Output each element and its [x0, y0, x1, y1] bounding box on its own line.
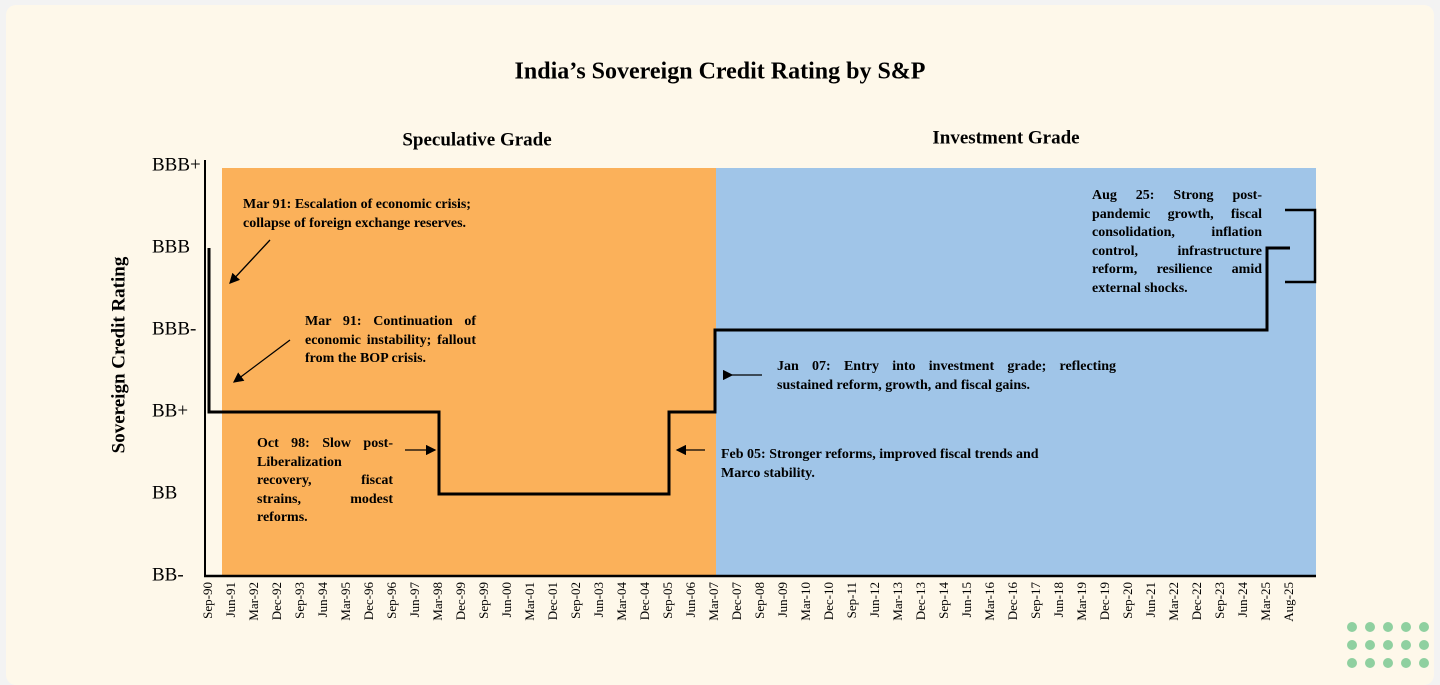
annotation: Jan 07: Entry into investment grade; ref…	[777, 359, 1116, 393]
rating-line	[207, 246, 1290, 496]
x-tick-label: Dec-07	[729, 582, 744, 621]
x-tick-label: Dec-04	[637, 582, 652, 621]
x-tick-label: Sep-02	[568, 582, 583, 619]
annotation: Mar 91: Escalation of economic crisis; c…	[243, 197, 471, 231]
x-tick-label: Dec-96	[361, 582, 376, 621]
x-tick-label: Jun-97	[407, 582, 422, 618]
x-tick-label: Sep-14	[936, 582, 951, 619]
region-label: Speculative Grade	[402, 129, 551, 150]
x-tick-label: Mar-98	[430, 582, 445, 621]
annotation: Feb 05: Stronger reforms, improved fisca…	[721, 447, 1039, 481]
speculative-region	[222, 168, 716, 576]
annotation: Mar 91: Continuation of economic instabi…	[305, 314, 476, 366]
x-tick-label: Sep-96	[384, 582, 399, 619]
y-tick-label: BB+	[152, 400, 188, 421]
x-tick-label: Dec-19	[1097, 582, 1112, 620]
x-tick-label: Sep-20	[1120, 582, 1135, 619]
annotation: Oct 98: Slow post-Liberalization recover…	[257, 436, 393, 525]
x-tick-label: Sep-11	[844, 582, 859, 618]
x-tick-label: Mar-22	[1166, 582, 1181, 621]
x-tick-label: Mar-04	[614, 582, 629, 621]
x-tick-label: Dec-10	[821, 582, 836, 620]
x-tick-label: Mar-10	[798, 582, 813, 621]
x-tick-label: Jun-12	[867, 582, 882, 617]
x-tick-label: Sep-08	[752, 582, 767, 619]
x-tick-label: Sep-99	[476, 582, 491, 619]
x-tick-label: Jun-91	[223, 582, 238, 617]
arrow	[229, 239, 271, 284]
dots-decoration	[1347, 622, 1429, 668]
x-tick-label: Mar-25	[1258, 582, 1273, 621]
x-tick-label: Dec-99	[453, 582, 468, 620]
x-tick-label: Sep-90	[200, 582, 215, 619]
x-tick-label: Jun-21	[1143, 582, 1158, 617]
x-tick-label: Jun-00	[499, 582, 514, 617]
y-tick-label: BB-	[152, 564, 184, 585]
x-tick-label: Mar-19	[1074, 582, 1089, 621]
x-tick-label: Sep-17	[1028, 582, 1043, 619]
x-tick-label: Sep-23	[1212, 582, 1227, 619]
x-tick-label: Dec-16	[1005, 582, 1020, 621]
x-tick-label: Dec-92	[269, 582, 284, 620]
x-tick-label: Jun-03	[591, 582, 606, 617]
x-tick-label: Mar-16	[982, 582, 997, 621]
y-tick-label: BBB-	[152, 318, 196, 339]
x-tick-label: Jun-18	[1051, 582, 1066, 617]
x-tick-label: Jun-24	[1235, 582, 1250, 618]
bracket	[1285, 208, 1317, 284]
x-tick-label: Dec-13	[913, 582, 928, 620]
y-tick-label: BBB+	[152, 154, 201, 175]
arrow	[232, 339, 291, 383]
region-label: Investment Grade	[932, 127, 1079, 148]
x-tick-label: Mar-13	[890, 582, 905, 621]
x-tick-label: Mar-92	[246, 582, 261, 621]
x-tick-label: Sep-05	[660, 582, 675, 619]
x-tick-label: Jun-06	[683, 582, 698, 618]
x-tick-label: Jun-94	[315, 582, 330, 618]
x-tick-label: Mar-07	[706, 582, 721, 621]
annotation: Aug 25: Strong post-pandemic growth, fis…	[1092, 188, 1262, 296]
x-tick-label: Jun-09	[775, 582, 790, 617]
x-tick-label: Dec-01	[545, 582, 560, 620]
x-tick-label: Dec-22	[1189, 582, 1204, 620]
investment-region	[716, 168, 1316, 576]
y-tick-label: BBB	[152, 236, 190, 257]
x-tick-label: Aug-25	[1281, 582, 1296, 622]
chart-title: India’s Sovereign Credit Rating by S&P	[515, 59, 926, 85]
y-tick-label: BB	[152, 482, 177, 503]
x-tick-label: Jun-15	[959, 582, 974, 617]
x-tick-label: Mar-01	[522, 582, 537, 621]
y-axis-label: Sovereign Credit Rating	[108, 256, 129, 453]
x-tick-label: Sep-93	[292, 582, 307, 619]
x-tick-label: Mar-95	[338, 582, 353, 621]
